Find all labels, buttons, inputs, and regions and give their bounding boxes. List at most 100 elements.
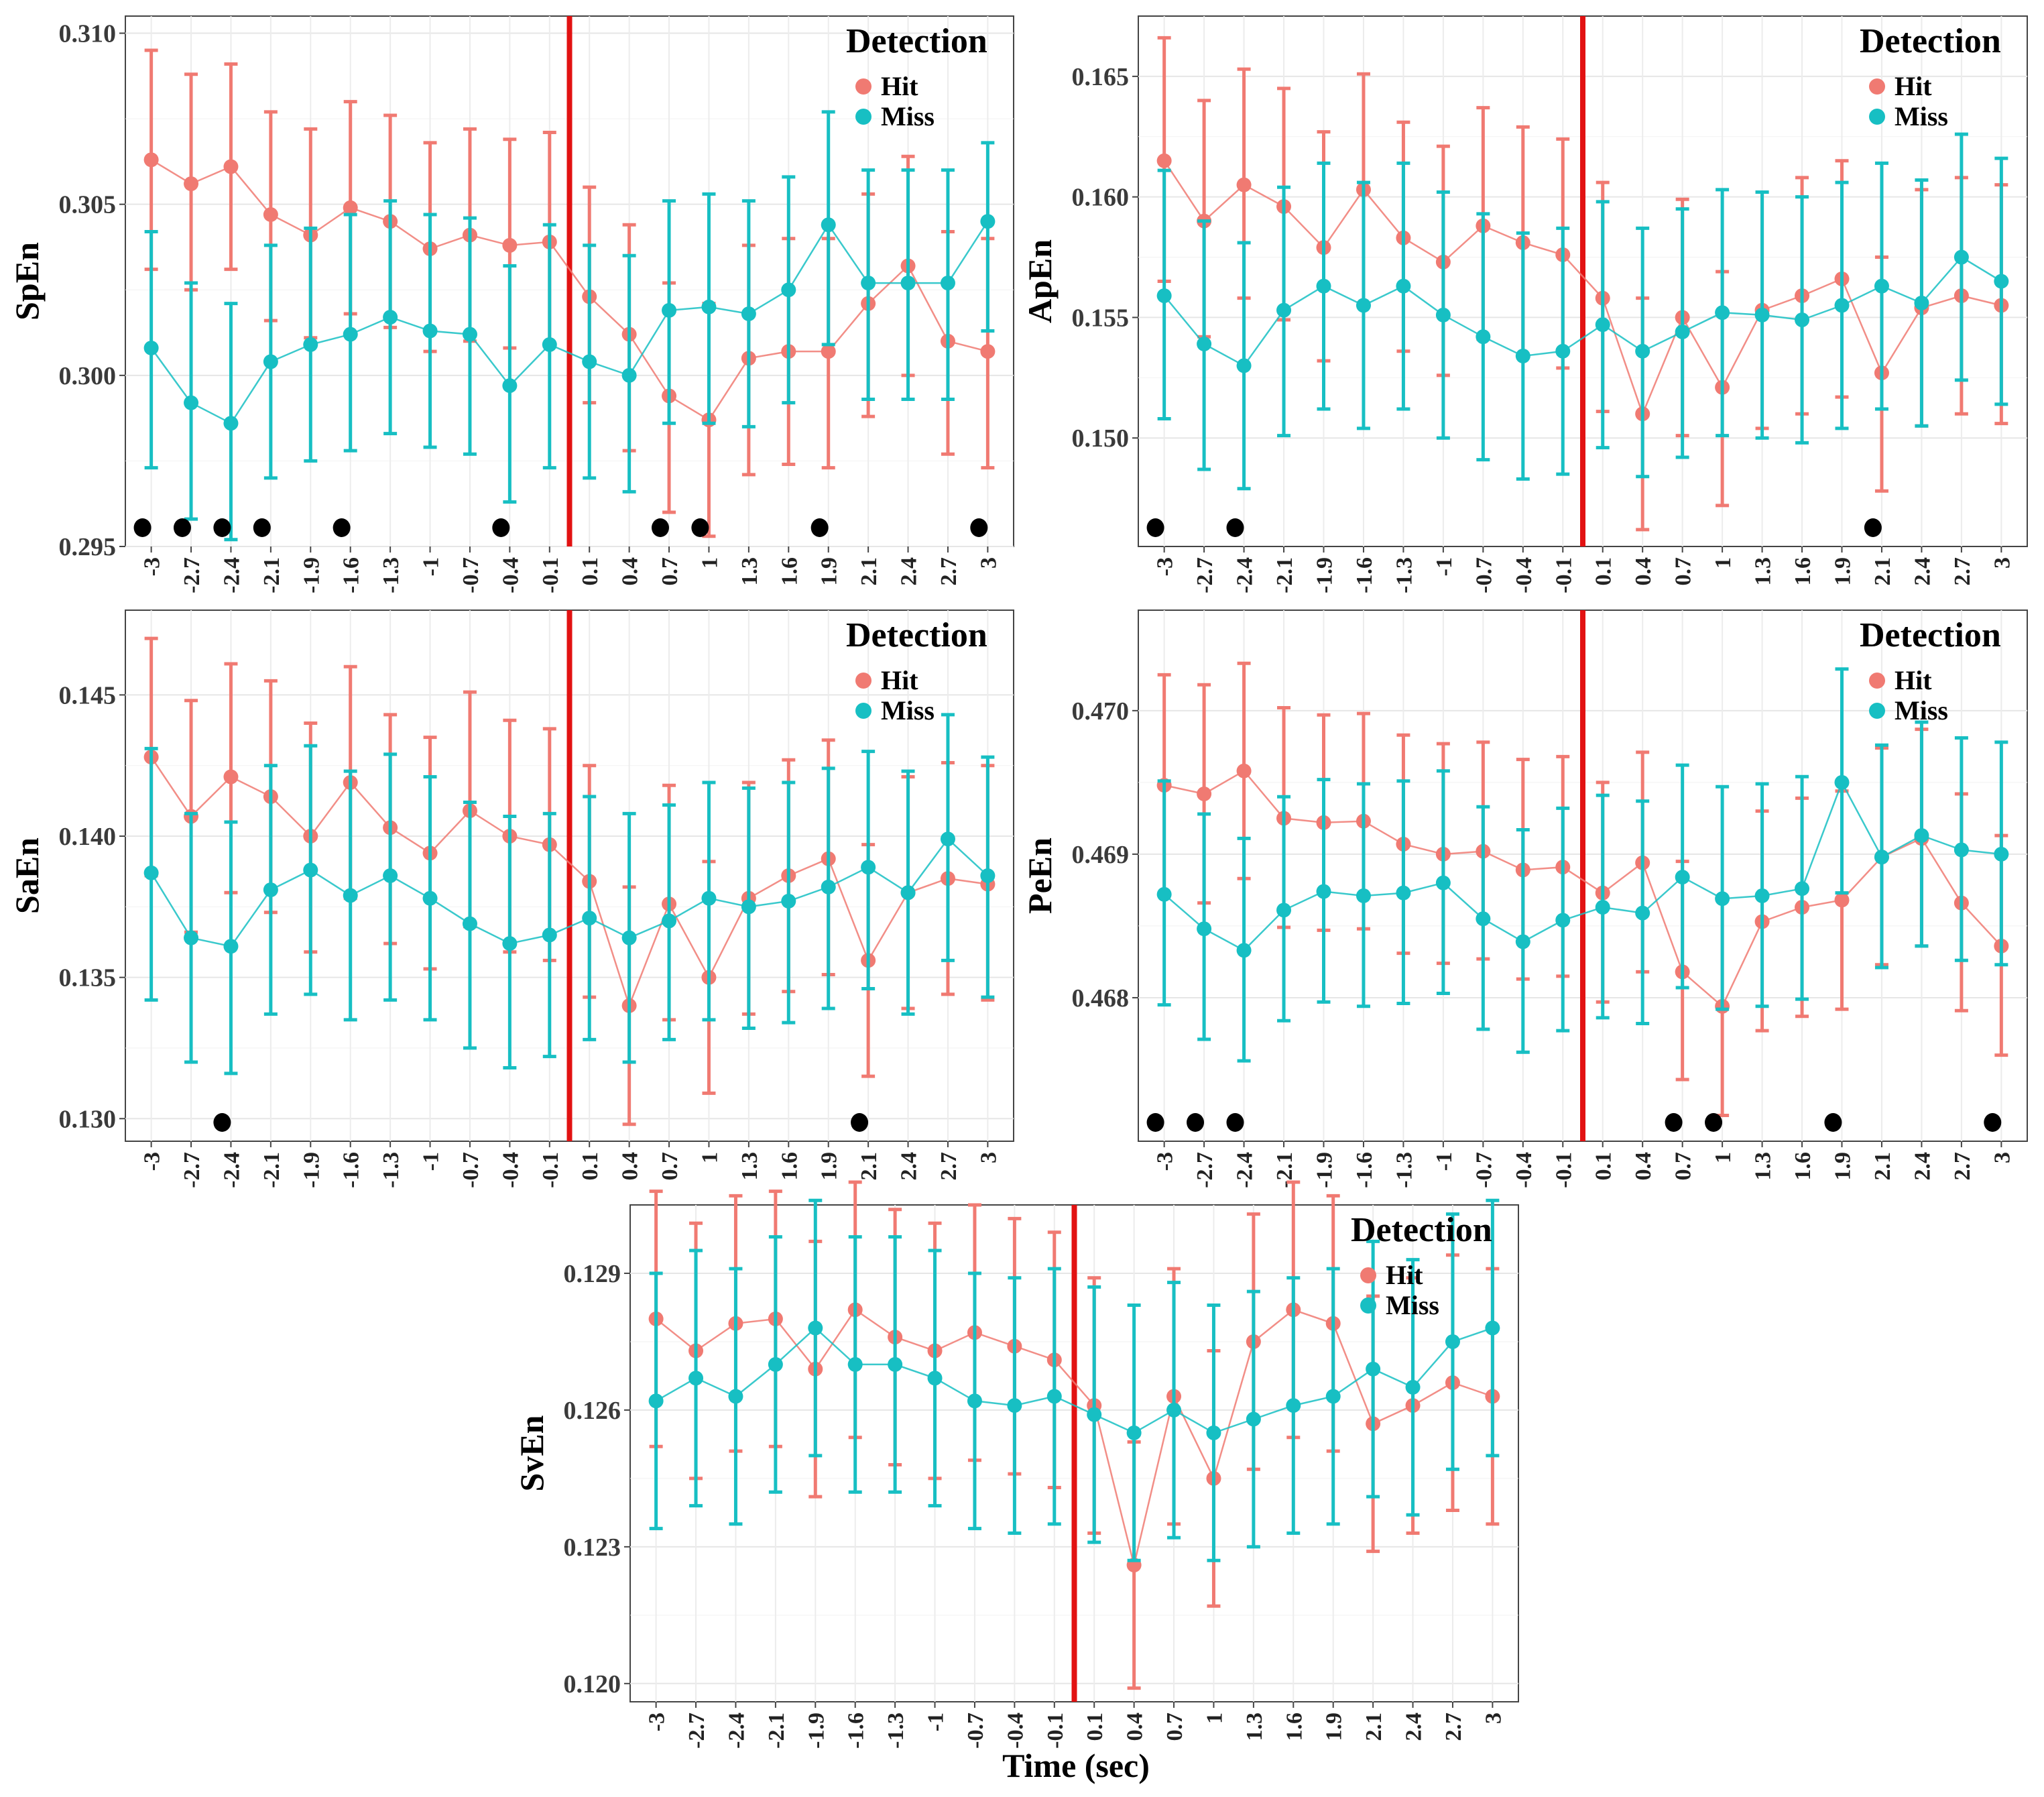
apen-xtick-label-19: 2.4: [1910, 557, 1935, 586]
spen-miss-point-19: [900, 276, 916, 291]
saen-miss-point-9: [502, 936, 518, 951]
saen-legend-title: Detection: [846, 616, 987, 654]
sven-xtick-label-9: -0.4: [1003, 1713, 1028, 1749]
spen-miss-point-7: [422, 323, 438, 339]
sven-xtick-label-15: 1.3: [1242, 1713, 1267, 1741]
apen-miss-point-11: [1595, 317, 1610, 333]
sven-xtick-label-18: 2.1: [1362, 1713, 1386, 1741]
sven-miss-point-13: [1166, 1402, 1182, 1417]
saen-ylabel: SaEn: [8, 837, 46, 914]
peen-miss-point-19: [1914, 828, 1929, 844]
peen-xtick-label-21: 3: [1990, 1152, 2015, 1163]
sven-miss-point-5: [847, 1356, 863, 1372]
apen-xtick-label-1: -2.7: [1193, 557, 1217, 593]
spen-ytick-label-0: 0.295: [59, 533, 117, 561]
spen-significance-marker-0: [133, 518, 152, 537]
spen-miss-point-1: [184, 395, 199, 410]
saen-xtick-label-4: -1.9: [299, 1152, 324, 1188]
saen-legend-hit-label: Hit: [881, 665, 918, 695]
sven-miss-point-11: [1087, 1407, 1102, 1422]
spen-xtick-label-16: 1.6: [777, 557, 802, 586]
spen-miss-point-0: [143, 341, 159, 356]
saen-xtick-label-16: 1.6: [777, 1152, 802, 1181]
apen-xtick-label-21: 3: [1990, 557, 2015, 569]
spen-xtick-label-17: 1.9: [817, 557, 842, 586]
saen-miss-point-10: [542, 927, 557, 943]
sven-legend-title: Detection: [1351, 1211, 1492, 1249]
saen-miss-series: [143, 713, 996, 1076]
apen-xtick-label-14: 1: [1711, 557, 1736, 569]
sven-ytick-label-1: 0.123: [564, 1533, 621, 1562]
saen-xtick-label-6: -1.3: [379, 1152, 404, 1188]
saen-miss-point-11: [582, 911, 597, 926]
apen-miss-point-6: [1396, 278, 1411, 294]
peen-miss-point-18: [1874, 850, 1889, 865]
peen-miss-point-21: [1994, 846, 2009, 862]
saen-miss-point-7: [422, 890, 438, 906]
saen-xtick-label-12: 0.4: [618, 1152, 643, 1181]
apen-xtick-label-5: -1.6: [1352, 557, 1377, 593]
saen-ytick-label-1: 0.135: [59, 964, 117, 992]
spen-hit-point-9: [502, 237, 518, 253]
peen-xtick-label-7: -1: [1432, 1152, 1457, 1171]
peen-significance-marker-21: [1984, 1113, 2002, 1132]
sven-xtick-label-10: -0.1: [1043, 1713, 1068, 1749]
peen-miss-point-20: [1953, 842, 1969, 858]
peen-xtick-label-5: -1.6: [1352, 1152, 1377, 1188]
saen-xtick-label-13: 0.7: [658, 1152, 682, 1181]
apen-miss-point-14: [1715, 305, 1730, 321]
sven-xtick-label-12: 0.4: [1123, 1713, 1148, 1741]
apen-legend-hit-label: Hit: [1895, 71, 1932, 101]
spen-xtick-label-4: -1.9: [299, 557, 324, 593]
sven-xtick-label-13: 0.7: [1162, 1713, 1187, 1741]
peen-xtick-label-12: 0.4: [1631, 1152, 1656, 1181]
spen-legend-title: Detection: [846, 22, 987, 60]
peen-xtick-label-19: 2.4: [1910, 1152, 1935, 1181]
apen-xtick-label-20: 2.7: [1950, 557, 1975, 586]
saen-miss-point-8: [462, 916, 477, 931]
peen-significance-marker-2: [1226, 1113, 1244, 1132]
spen-legend-hit-swatch: [855, 78, 871, 95]
apen-miss-point-21: [1994, 274, 2009, 289]
saen-xtick-label-2: -2.4: [219, 1152, 244, 1188]
saen-xtick-label-15: 1.3: [737, 1152, 762, 1181]
peen-xtick-label-20: 2.7: [1950, 1152, 1975, 1181]
saen-miss-point-19: [900, 885, 916, 901]
peen-xtick-label-18: 2.1: [1870, 1152, 1895, 1181]
saen-miss-point-17: [821, 879, 836, 894]
sven-miss-point-1: [688, 1371, 704, 1386]
sven-miss-point-10: [1046, 1389, 1062, 1404]
apen-miss-point-17: [1834, 298, 1850, 313]
sven-xtick-label-6: -1.3: [884, 1713, 908, 1749]
sven-ytick-label-3: 0.129: [564, 1260, 621, 1288]
peen-xtick-label-0: -3: [1153, 1152, 1178, 1171]
spen-xtick-label-10: -0.1: [538, 557, 563, 593]
sven-miss-point-17: [1325, 1389, 1341, 1404]
peen-xtick-label-14: 1: [1711, 1152, 1736, 1163]
peen-xtick-label-10: -0.1: [1551, 1152, 1576, 1188]
sven-xtick-label-5: -1.6: [844, 1713, 869, 1749]
saen-miss-point-13: [662, 913, 677, 929]
saen-xtick-label-10: -0.1: [538, 1152, 563, 1188]
apen-miss-point-19: [1914, 295, 1929, 310]
peen-xtick-label-11: 0.1: [1591, 1152, 1616, 1181]
saen-xtick-label-20: 2.7: [937, 1152, 961, 1181]
peen-legend-hit-label: Hit: [1895, 665, 1932, 695]
sven-miss-point-2: [728, 1389, 743, 1404]
sven-miss-point-21: [1485, 1320, 1500, 1336]
apen-xtick-label-17: 1.9: [1831, 557, 1856, 586]
apen-significance-marker-2: [1226, 518, 1244, 537]
spen-xtick-label-7: -1: [419, 557, 444, 576]
apen-ylabel: ApEn: [1021, 239, 1059, 323]
spen-xtick-label-12: 0.4: [618, 557, 643, 586]
peen-miss-point-12: [1635, 905, 1650, 921]
sven-miss-point-3: [768, 1356, 783, 1372]
saen-miss-point-20: [940, 831, 955, 847]
apen-xtick-label-16: 1.6: [1791, 557, 1815, 586]
spen-hit-point-17: [821, 344, 836, 359]
peen-legend-hit-swatch: [1869, 673, 1885, 689]
saen-miss-point-2: [223, 939, 239, 954]
spen-miss-point-16: [781, 282, 796, 298]
